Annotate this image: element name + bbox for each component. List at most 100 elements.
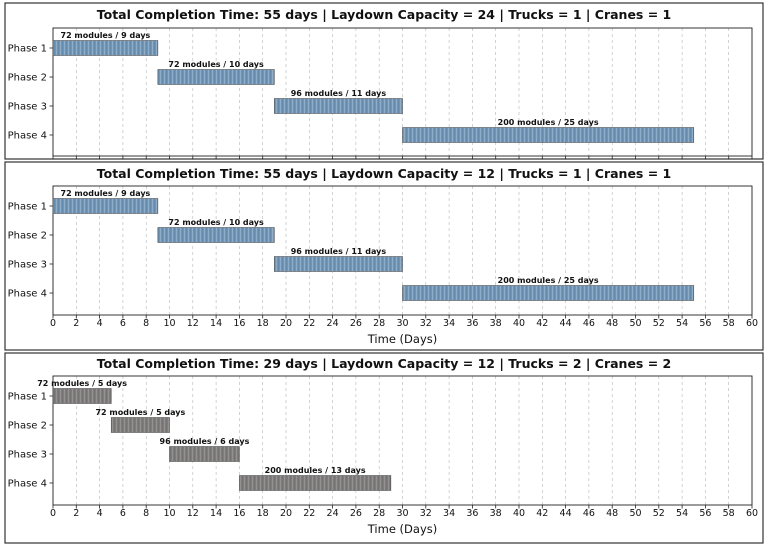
x-tick-label: 12: [187, 318, 199, 329]
x-tick-label: 26: [350, 508, 362, 519]
x-tick-label: 24: [327, 508, 339, 519]
x-tick-label: 40: [513, 508, 525, 519]
phase-label: Phase 1: [8, 392, 47, 403]
chart-title: Total Completion Time: 55 days | Laydown…: [97, 7, 672, 22]
phase-label: Phase 1: [8, 44, 47, 55]
chart-panel-3: Total Completion Time: 29 days | Laydown…: [4, 352, 764, 544]
x-tick-label: 34: [443, 318, 455, 329]
bar-annotation: 96 modules / 11 days: [291, 247, 387, 256]
x-tick-label: 26: [350, 318, 362, 329]
x-tick-label: 54: [676, 508, 688, 519]
x-tick-label: 20: [280, 318, 292, 329]
x-tick-label: 48: [606, 318, 618, 329]
chart-title: Total Completion Time: 55 days | Laydown…: [97, 166, 672, 181]
x-tick-label: 46: [583, 508, 595, 519]
x-tick-label: 52: [653, 508, 665, 519]
bar-annotation: 200 modules / 25 days: [498, 276, 599, 285]
x-tick-label: 28: [373, 318, 385, 329]
x-tick-label: 0: [50, 318, 56, 329]
x-tick-label: 6: [120, 318, 126, 329]
x-tick-label: 54: [676, 318, 688, 329]
gantt-bar-phase-2: [157, 227, 275, 243]
gantt-bar-phase-2: [157, 69, 275, 85]
x-tick-label: 42: [536, 508, 548, 519]
gantt-bar-phase-4: [402, 127, 695, 143]
phase-label: Phase 4: [8, 131, 47, 142]
gantt-bar-phase-3: [169, 446, 240, 462]
gantt-bar-phase-3: [274, 256, 403, 272]
x-tick-label: 42: [536, 318, 548, 329]
x-tick-label: 30: [396, 318, 408, 329]
x-tick-label: 22: [303, 508, 315, 519]
x-tick-label: 32: [420, 318, 432, 329]
chart-title: Total Completion Time: 29 days | Laydown…: [97, 356, 672, 371]
x-tick-label: 28: [373, 508, 385, 519]
gantt-bar-phase-1: [52, 388, 112, 404]
x-tick-label: 24: [327, 318, 339, 329]
panel-frame: [4, 352, 764, 544]
plot-area: [52, 375, 753, 506]
x-tick-label: 12: [187, 508, 199, 519]
phase-label: Phase 3: [8, 260, 47, 271]
gantt-bar-phase-3: [274, 98, 403, 114]
x-tick-label: 36: [466, 508, 478, 519]
x-tick-label: 2: [73, 318, 79, 329]
x-tick-label: 0: [50, 508, 56, 519]
bar-annotation: 72 modules / 10 days: [168, 218, 264, 227]
plot-area: [52, 185, 753, 316]
chart-panel-2: Total Completion Time: 55 days | Laydown…: [4, 161, 764, 351]
gantt-bar-phase-1: [52, 40, 159, 56]
x-tick-label: 38: [490, 508, 502, 519]
bar-annotation: 72 modules / 10 days: [168, 60, 264, 69]
x-tick-label: 14: [210, 318, 222, 329]
bar-annotation: 96 modules / 6 days: [160, 437, 250, 446]
x-tick-label: 40: [513, 318, 525, 329]
x-tick-label: 60: [746, 318, 758, 329]
phase-label: Phase 2: [8, 73, 47, 84]
x-tick-label: 10: [163, 508, 175, 519]
x-tick-label: 44: [560, 318, 572, 329]
phase-label: Phase 3: [8, 450, 47, 461]
gantt-bar-phase-4: [402, 285, 695, 301]
x-tick-label: 22: [303, 318, 315, 329]
plot-area: [52, 27, 753, 157]
x-tick-label: 2: [73, 508, 79, 519]
phase-label: Phase 3: [8, 102, 47, 113]
x-tick-label: 50: [629, 508, 641, 519]
chart-panel-1: Total Completion Time: 55 days | Laydown…: [4, 2, 764, 160]
x-tick-label: 30: [396, 508, 408, 519]
x-tick-label: 18: [257, 318, 269, 329]
x-tick-label: 20: [280, 508, 292, 519]
x-tick-label: 16: [233, 318, 245, 329]
gantt-bar-phase-1: [52, 198, 159, 214]
bar-annotation: 72 modules / 5 days: [37, 379, 127, 388]
gantt-bar-phase-4: [239, 475, 392, 491]
phase-label: Phase 2: [8, 421, 47, 432]
x-tick-label: 18: [257, 508, 269, 519]
bar-annotation: 200 modules / 25 days: [498, 118, 599, 127]
x-tick-label: 50: [629, 318, 641, 329]
x-tick-label: 56: [699, 318, 711, 329]
x-tick-label: 58: [723, 508, 735, 519]
x-tick-label: 44: [560, 508, 572, 519]
x-axis-label: Time (Days): [367, 332, 437, 346]
x-tick-label: 56: [699, 508, 711, 519]
x-tick-label: 36: [466, 318, 478, 329]
x-tick-label: 34: [443, 508, 455, 519]
x-tick-label: 16: [233, 508, 245, 519]
x-tick-label: 8: [143, 508, 149, 519]
x-tick-label: 46: [583, 318, 595, 329]
phase-label: Phase 2: [8, 231, 47, 242]
x-tick-label: 38: [490, 318, 502, 329]
x-tick-label: 4: [97, 318, 103, 329]
phase-label: Phase 1: [8, 202, 47, 213]
bar-annotation: 72 modules / 9 days: [61, 31, 151, 40]
x-tick-label: 10: [163, 318, 175, 329]
bar-annotation: 72 modules / 5 days: [95, 408, 185, 417]
x-axis-label: Time (Days): [367, 522, 437, 536]
panel-frame: [4, 161, 764, 351]
x-tick-label: 60: [746, 508, 758, 519]
x-tick-label: 14: [210, 508, 222, 519]
phase-label: Phase 4: [8, 479, 47, 490]
